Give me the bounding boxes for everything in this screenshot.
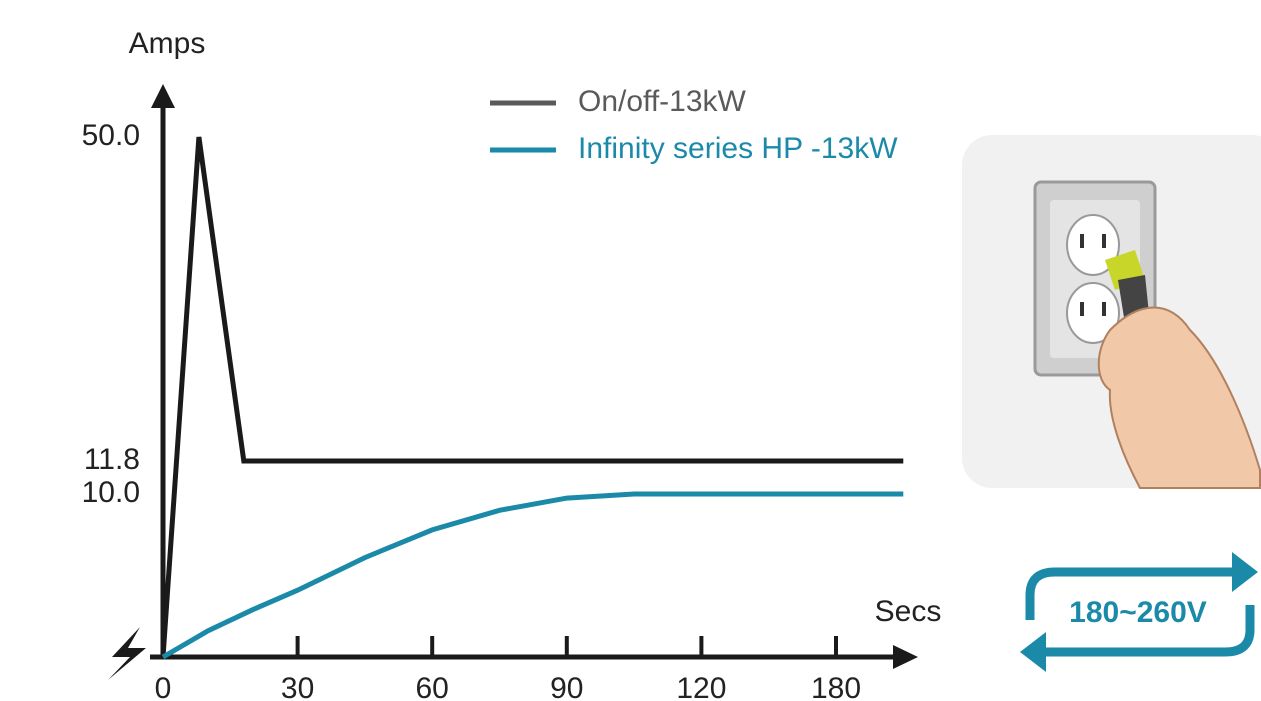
x-axis-arrow [893,645,918,669]
x-tick-label: 0 [155,672,172,701]
x-tick-label: 180 [811,672,861,701]
voltage-label: 180~260V [1069,596,1207,629]
y-tick-label: 10.0 [82,476,140,509]
legend-label: On/off-13kW [578,85,747,118]
arrow-head [1020,632,1046,672]
voltage-arrows [1025,567,1255,657]
x-tick-label: 120 [676,672,726,701]
plug-illustration [962,135,1261,489]
y-tick-label: 11.8 [84,443,140,476]
x-tick-label: 90 [550,672,583,701]
y-axis-label: Amps [129,27,206,60]
legend-label: Infinity series HP -13kW [578,132,898,165]
arrow-head [1232,552,1258,592]
power-bolt-icon [108,627,146,680]
series-line [161,491,904,660]
x-tick-label: 60 [416,672,449,701]
x-tick-label: 30 [281,672,314,701]
y-axis-arrow [151,84,175,108]
x-axis-label: Secs [875,595,942,628]
y-tick-label: 50.0 [82,119,140,152]
series-line [160,136,904,658]
